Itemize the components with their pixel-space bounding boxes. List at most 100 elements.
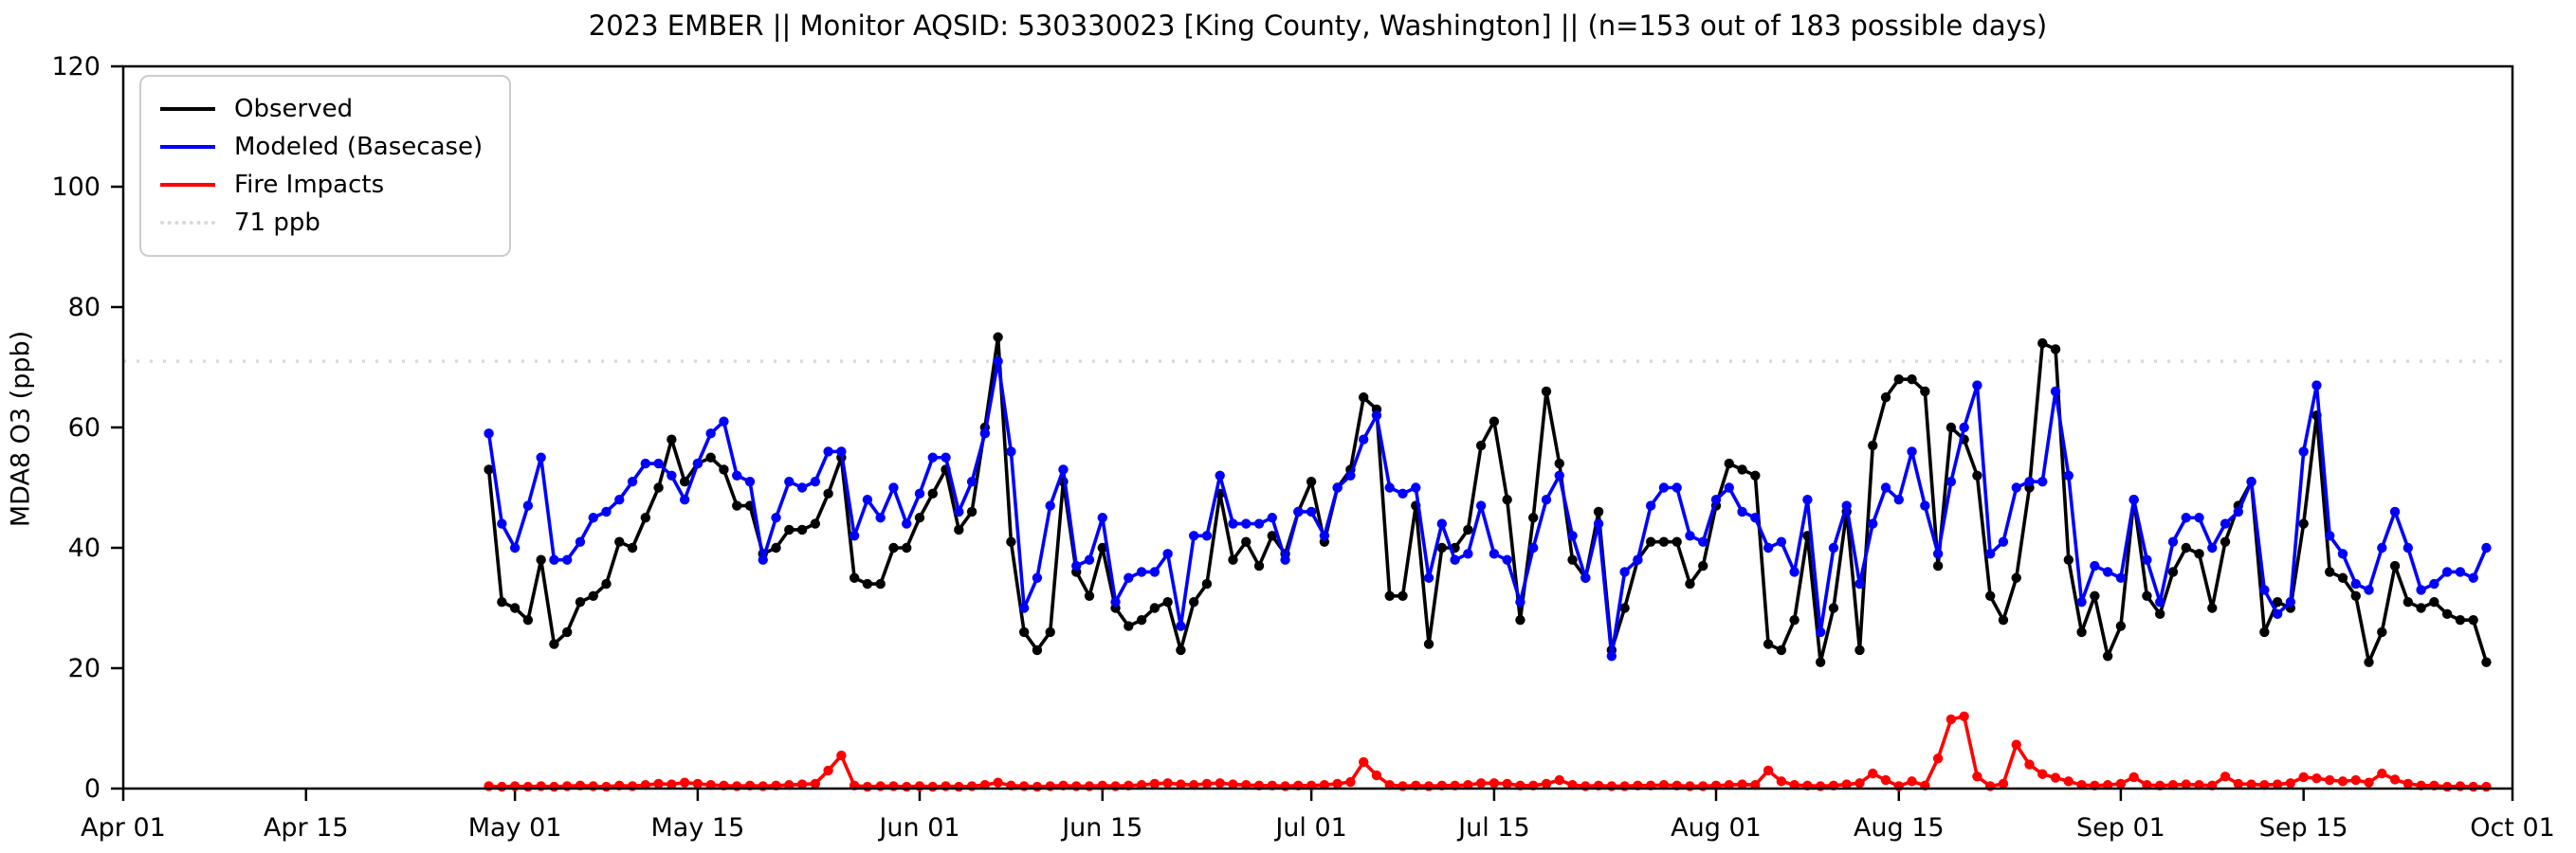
data-point bbox=[549, 639, 559, 649]
data-point bbox=[2128, 771, 2139, 783]
data-point bbox=[1463, 549, 1473, 559]
data-point bbox=[1306, 476, 1317, 487]
data-point bbox=[1215, 470, 1225, 481]
data-point bbox=[2090, 590, 2100, 601]
data-point bbox=[1136, 567, 1147, 577]
data-point bbox=[1554, 470, 1564, 481]
data-point bbox=[1789, 567, 1800, 577]
data-point bbox=[2441, 567, 2453, 577]
data-point bbox=[2050, 772, 2061, 783]
data-point bbox=[1358, 434, 1369, 445]
data-point bbox=[927, 488, 938, 499]
data-point bbox=[692, 778, 703, 789]
data-point bbox=[588, 590, 598, 601]
data-point bbox=[1567, 531, 1578, 541]
data-point bbox=[1698, 536, 1708, 547]
modeled-line-swatch bbox=[160, 145, 215, 149]
data-point bbox=[2468, 572, 2478, 583]
data-point bbox=[1932, 549, 1944, 559]
data-point bbox=[2429, 596, 2439, 608]
data-point bbox=[771, 542, 781, 554]
data-point bbox=[2194, 513, 2204, 523]
data-point bbox=[2272, 596, 2283, 608]
data-point bbox=[1215, 778, 1225, 789]
data-point bbox=[1750, 513, 1761, 523]
data-point bbox=[1672, 536, 1682, 547]
data-point bbox=[1162, 778, 1173, 789]
data-point bbox=[1280, 554, 1290, 565]
data-point bbox=[705, 428, 716, 439]
data-point bbox=[536, 554, 546, 565]
data-point bbox=[549, 554, 559, 565]
data-point bbox=[823, 488, 833, 499]
data-point bbox=[823, 446, 833, 457]
data-point bbox=[2207, 603, 2218, 613]
data-point bbox=[954, 781, 964, 792]
data-point bbox=[2063, 776, 2074, 787]
data-point bbox=[614, 536, 625, 547]
data-point bbox=[2167, 567, 2179, 577]
data-point bbox=[2389, 506, 2401, 517]
data-point bbox=[1946, 714, 1957, 725]
data-point bbox=[1463, 524, 1473, 535]
data-point bbox=[1423, 572, 1434, 583]
data-point bbox=[1724, 482, 1734, 493]
data-point bbox=[2311, 773, 2322, 784]
data-point bbox=[2481, 657, 2492, 667]
data-point bbox=[1084, 554, 1095, 565]
data-point bbox=[2350, 774, 2361, 786]
data-point bbox=[2037, 769, 2048, 779]
data-point bbox=[966, 476, 977, 487]
data-point bbox=[653, 458, 664, 469]
data-point bbox=[1398, 488, 1408, 499]
data-point bbox=[2090, 560, 2100, 572]
data-point bbox=[2076, 596, 2087, 608]
data-point bbox=[1371, 770, 1382, 781]
x-tick-label: Apr 01 bbox=[81, 813, 166, 843]
data-point bbox=[2259, 585, 2270, 595]
data-point bbox=[1593, 506, 1604, 517]
data-point bbox=[758, 554, 768, 565]
data-point bbox=[2233, 778, 2244, 789]
data-point bbox=[575, 596, 586, 608]
data-point bbox=[888, 482, 899, 493]
data-point bbox=[1110, 596, 1121, 608]
data-point bbox=[509, 542, 521, 554]
data-point bbox=[2220, 771, 2231, 782]
x-tick-label: Sep 15 bbox=[2259, 813, 2348, 843]
data-point bbox=[1371, 410, 1382, 421]
data-point bbox=[1737, 464, 1747, 475]
data-point bbox=[2259, 626, 2270, 638]
data-point bbox=[1893, 374, 1904, 385]
data-point bbox=[1489, 549, 1500, 559]
data-point bbox=[2115, 621, 2127, 631]
data-point bbox=[2337, 549, 2348, 559]
data-point bbox=[497, 596, 507, 608]
data-point bbox=[2364, 657, 2374, 667]
data-point bbox=[2194, 549, 2204, 559]
data-point bbox=[1854, 644, 1865, 656]
data-point bbox=[862, 495, 873, 505]
data-point bbox=[1658, 482, 1670, 493]
data-point bbox=[796, 524, 808, 535]
data-point bbox=[1332, 482, 1343, 493]
data-point bbox=[1018, 603, 1030, 613]
data-point bbox=[1124, 572, 1134, 583]
data-point bbox=[1972, 771, 1982, 782]
fire-line-swatch bbox=[160, 183, 215, 187]
data-point bbox=[1149, 567, 1160, 577]
data-point bbox=[1201, 578, 1213, 590]
data-point bbox=[1398, 590, 1408, 601]
data-point bbox=[875, 578, 886, 590]
data-point bbox=[784, 476, 795, 487]
data-point bbox=[1815, 657, 1826, 667]
data-point bbox=[2402, 542, 2414, 554]
data-point bbox=[1358, 756, 1369, 768]
data-point bbox=[679, 495, 690, 505]
data-point bbox=[2181, 542, 2191, 554]
data-point bbox=[1176, 779, 1186, 789]
data-point bbox=[2416, 603, 2426, 613]
data-point bbox=[1737, 506, 1747, 517]
data-point bbox=[2481, 781, 2492, 792]
data-point bbox=[1201, 531, 1213, 541]
